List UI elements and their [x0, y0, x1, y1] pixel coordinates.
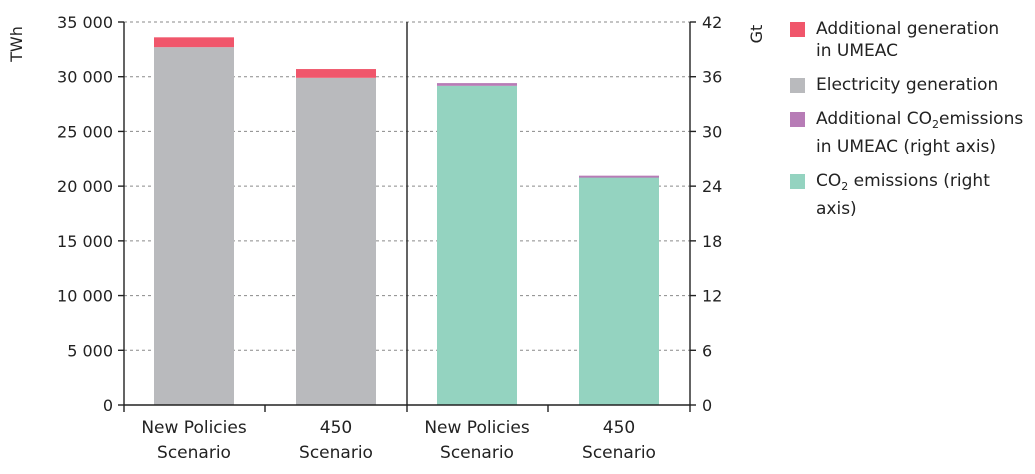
- category-label: New Policies: [141, 418, 247, 438]
- legend-swatch: [790, 112, 805, 127]
- bar-additional-generation: [296, 69, 376, 78]
- left-axis-title: TWh: [7, 26, 26, 63]
- right-tick-label: 24: [702, 177, 722, 196]
- legend-swatch: [790, 174, 805, 189]
- bar-co2-emissions: [437, 85, 517, 405]
- right-tick-label: 0: [702, 396, 712, 415]
- legend-label: in UMEAC (right axis): [816, 137, 997, 157]
- legend-swatch: [790, 78, 805, 93]
- legend-item: Additional CO2emissions in UMEAC (right a…: [790, 108, 1035, 158]
- left-tick-label: 15 000: [57, 232, 113, 251]
- bar-electricity-generation: [154, 47, 234, 405]
- legend-label: Additional CO2emissions: [816, 109, 1024, 131]
- legend-label: Electricity generation: [816, 75, 999, 95]
- legend-item: Additional generation in UMEAC: [790, 18, 1035, 62]
- right-axis-title: Gt: [747, 25, 766, 44]
- bar-additional-generation: [154, 37, 234, 48]
- left-tick-label: 25 000: [57, 122, 113, 141]
- bar-co2-emissions: [579, 177, 659, 405]
- bar-additional-co2-emissions: [579, 175, 659, 178]
- chart-legend: Additional generation in UMEAC Electricity…: [790, 18, 1035, 232]
- left-tick-label: 10 000: [57, 287, 113, 306]
- right-tick-label: 42: [702, 13, 722, 32]
- right-tick-label: 6: [702, 341, 712, 360]
- category-label: New Policies: [424, 418, 530, 438]
- bar-additional-co2-emissions: [437, 83, 517, 86]
- right-tick-label: 18: [702, 232, 722, 251]
- right-tick-label: 12: [702, 287, 722, 306]
- category-label: Scenario: [440, 443, 514, 463]
- category-label: Scenario: [157, 443, 231, 463]
- category-label: Scenario: [299, 443, 373, 463]
- legend-label: Additional generation: [816, 19, 1000, 39]
- category-label: 450: [320, 418, 352, 438]
- legend-item: CO2 emissions (right axis): [790, 170, 1035, 220]
- category-label: 450: [603, 418, 635, 438]
- right-tick-label: 30: [702, 122, 722, 141]
- legend-swatch: [790, 22, 805, 37]
- left-tick-label: 30 000: [57, 68, 113, 87]
- bar-electricity-generation: [296, 77, 376, 406]
- legend-item: Electricity generation: [790, 74, 1035, 96]
- category-label: Scenario: [582, 443, 656, 463]
- legend-label: in UMEAC: [816, 41, 898, 61]
- left-tick-label: 5 000: [67, 341, 113, 360]
- left-tick-label: 20 000: [57, 177, 113, 196]
- left-tick-label: 35 000: [57, 13, 113, 32]
- right-tick-label: 36: [702, 68, 722, 87]
- left-tick-label: 0: [103, 396, 113, 415]
- legend-label: CO2 emissions (right axis): [816, 171, 990, 219]
